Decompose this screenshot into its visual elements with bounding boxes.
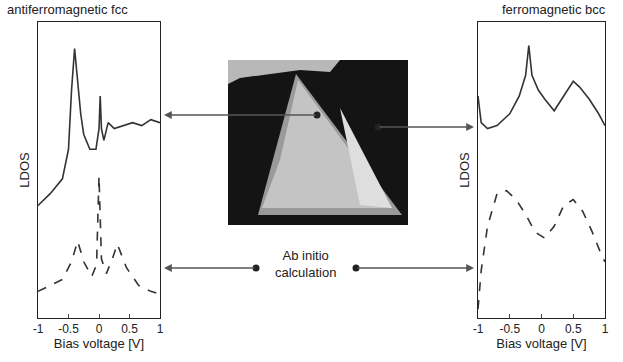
svg-text:0: 0 (96, 322, 103, 336)
svg-text:Bias voltage [V]: Bias voltage [V] (496, 336, 586, 351)
svg-text:1: 1 (157, 322, 164, 336)
svg-text:-1: -1 (33, 322, 44, 336)
svg-text:0.5: 0.5 (565, 322, 582, 336)
svg-text:-0.5: -0.5 (58, 322, 79, 336)
svg-text:LDOS: LDOS (17, 152, 32, 188)
svg-text:LDOS: LDOS (457, 152, 472, 188)
svg-text:Bias voltage [V]: Bias voltage [V] (54, 336, 144, 351)
svg-text:0: 0 (538, 322, 545, 336)
svg-text:0.5: 0.5 (121, 322, 138, 336)
svg-text:-0.5: -0.5 (499, 322, 520, 336)
svg-text:antiferromagnetic fcc: antiferromagnetic fcc (7, 2, 128, 17)
svg-text:ferromagnetic bcc: ferromagnetic bcc (502, 2, 606, 17)
svg-text:Ab initiocalculation: Ab initiocalculation (275, 248, 336, 280)
svg-text:-1: -1 (473, 322, 484, 336)
svg-text:1: 1 (602, 322, 609, 336)
